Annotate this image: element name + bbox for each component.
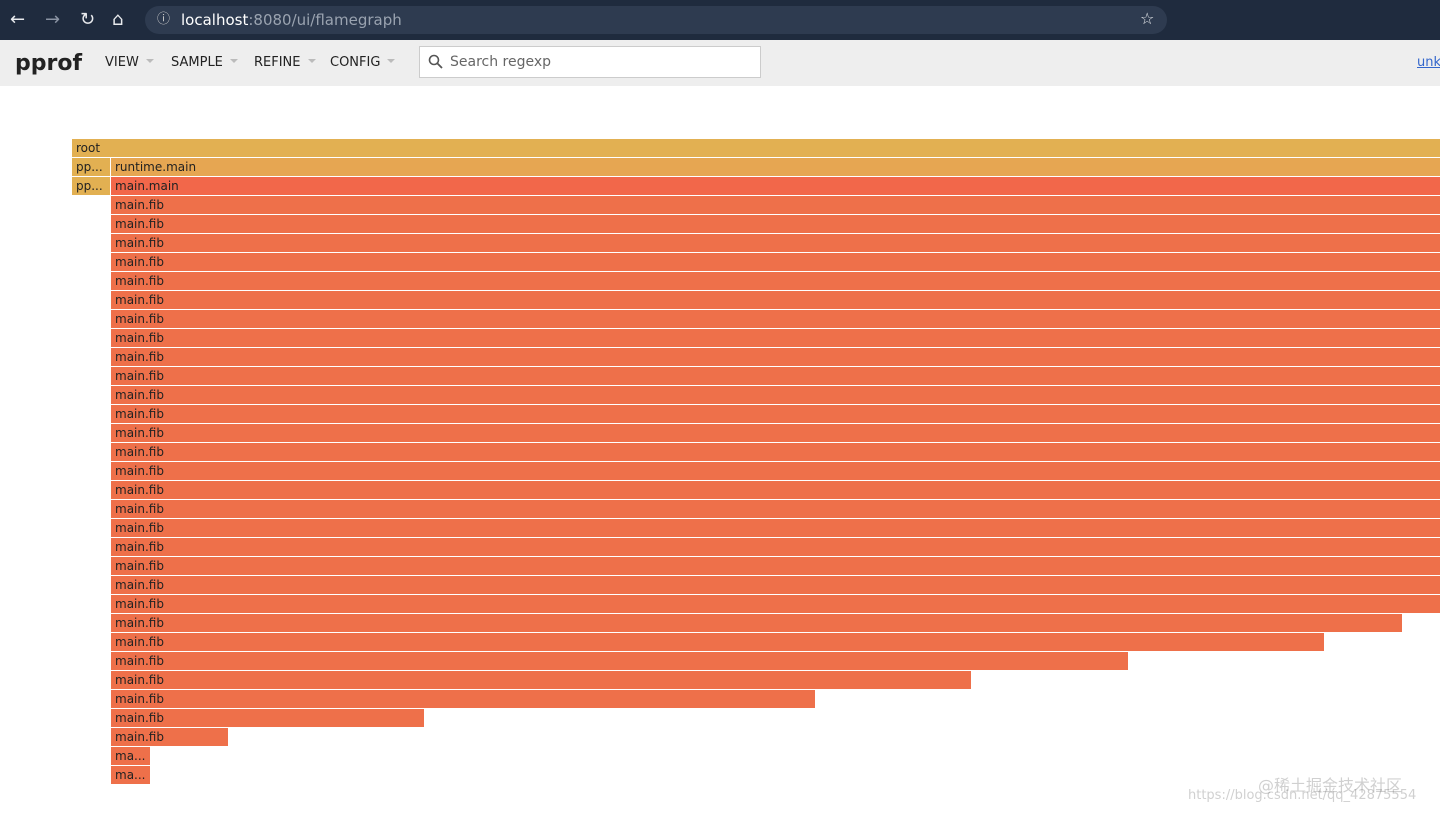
search-placeholder: Search regexp — [450, 54, 552, 70]
flame-frame[interactable]: main.fib — [111, 728, 228, 746]
flame-frame[interactable]: main.fib — [111, 386, 1440, 404]
forward-button[interactable]: → — [45, 9, 61, 30]
browser-bar: ← → ↻ ⌂ ⓘ localhost:8080/ui/flamegraph ☆ — [0, 0, 1440, 40]
flame-frame[interactable]: main.fib — [111, 443, 1440, 461]
watermark-url: https://blog.csdn.net/qq_42875554 — [1188, 788, 1417, 803]
flame-frame[interactable]: main.fib — [111, 272, 1440, 290]
flame-frame[interactable]: main.main — [111, 177, 1440, 195]
flame-frame[interactable]: main.fib — [111, 215, 1440, 233]
flame-frame[interactable]: main.fib — [111, 234, 1440, 252]
profile-link[interactable]: unk — [1417, 55, 1440, 70]
flame-frame[interactable]: pp... — [72, 158, 110, 176]
flame-frame[interactable]: main.fib — [111, 633, 1324, 651]
flame-frame[interactable]: pp... — [72, 177, 110, 195]
flame-frame[interactable]: main.fib — [111, 481, 1440, 499]
flame-frame[interactable]: ma... — [111, 766, 150, 784]
address-bar[interactable]: ⓘ localhost:8080/ui/flamegraph — [145, 6, 1167, 34]
info-icon: ⓘ — [157, 12, 171, 27]
flame-frame[interactable]: main.fib — [111, 424, 1440, 442]
search-icon — [428, 54, 443, 69]
flame-frame[interactable]: main.fib — [111, 291, 1440, 309]
flame-frame[interactable]: main.fib — [111, 576, 1440, 594]
flame-frame[interactable]: main.fib — [111, 690, 815, 708]
search-box[interactable]: Search regexp — [419, 46, 761, 78]
url-path: :8080/ui/flamegraph — [248, 11, 402, 29]
flame-frame[interactable]: main.fib — [111, 253, 1440, 271]
flame-frame[interactable]: root — [72, 139, 1440, 157]
flame-frame[interactable]: main.fib — [111, 405, 1440, 423]
flame-frame[interactable]: main.fib — [111, 310, 1440, 328]
flame-frame[interactable]: main.fib — [111, 367, 1440, 385]
flame-frame[interactable]: main.fib — [111, 595, 1440, 613]
home-button[interactable]: ⌂ — [112, 9, 124, 30]
flame-frame[interactable]: main.fib — [111, 196, 1440, 214]
menu[interactable]: REFINE — [254, 55, 316, 70]
reload-button[interactable]: ↻ — [80, 9, 96, 30]
flame-frame[interactable]: main.fib — [111, 614, 1402, 632]
flame-frame[interactable]: main.fib — [111, 348, 1440, 366]
flame-frame[interactable]: main.fib — [111, 652, 1128, 670]
menu[interactable]: VIEW — [105, 55, 154, 70]
toolbar: pprof VIEW SAMPLE REFINE CONFIG Search r… — [0, 40, 1440, 86]
app-title: pprof — [15, 51, 83, 76]
flame-frame[interactable]: main.fib — [111, 500, 1440, 518]
back-button[interactable]: ← — [10, 9, 26, 30]
flame-frame[interactable]: main.fib — [111, 709, 424, 727]
flame-frame[interactable]: main.fib — [111, 329, 1440, 347]
watermark: @稀土掘金技术社区 — [1258, 776, 1403, 795]
flame-frame[interactable]: ma... — [111, 747, 150, 765]
bookmark-star[interactable]: ☆ — [1140, 9, 1155, 28]
flame-frame[interactable]: main.fib — [111, 462, 1440, 480]
url: localhost:8080/ui/flamegraph — [181, 6, 402, 34]
flame-frame[interactable]: main.fib — [111, 538, 1440, 556]
flame-frame[interactable]: main.fib — [111, 671, 971, 689]
menu[interactable]: CONFIG — [330, 55, 395, 70]
menu[interactable]: SAMPLE — [171, 55, 238, 70]
url-host: localhost — [181, 11, 249, 29]
flame-frame[interactable]: main.fib — [111, 519, 1440, 537]
flame-frame[interactable]: main.fib — [111, 557, 1440, 575]
flame-frame[interactable]: runtime.main — [111, 158, 1440, 176]
